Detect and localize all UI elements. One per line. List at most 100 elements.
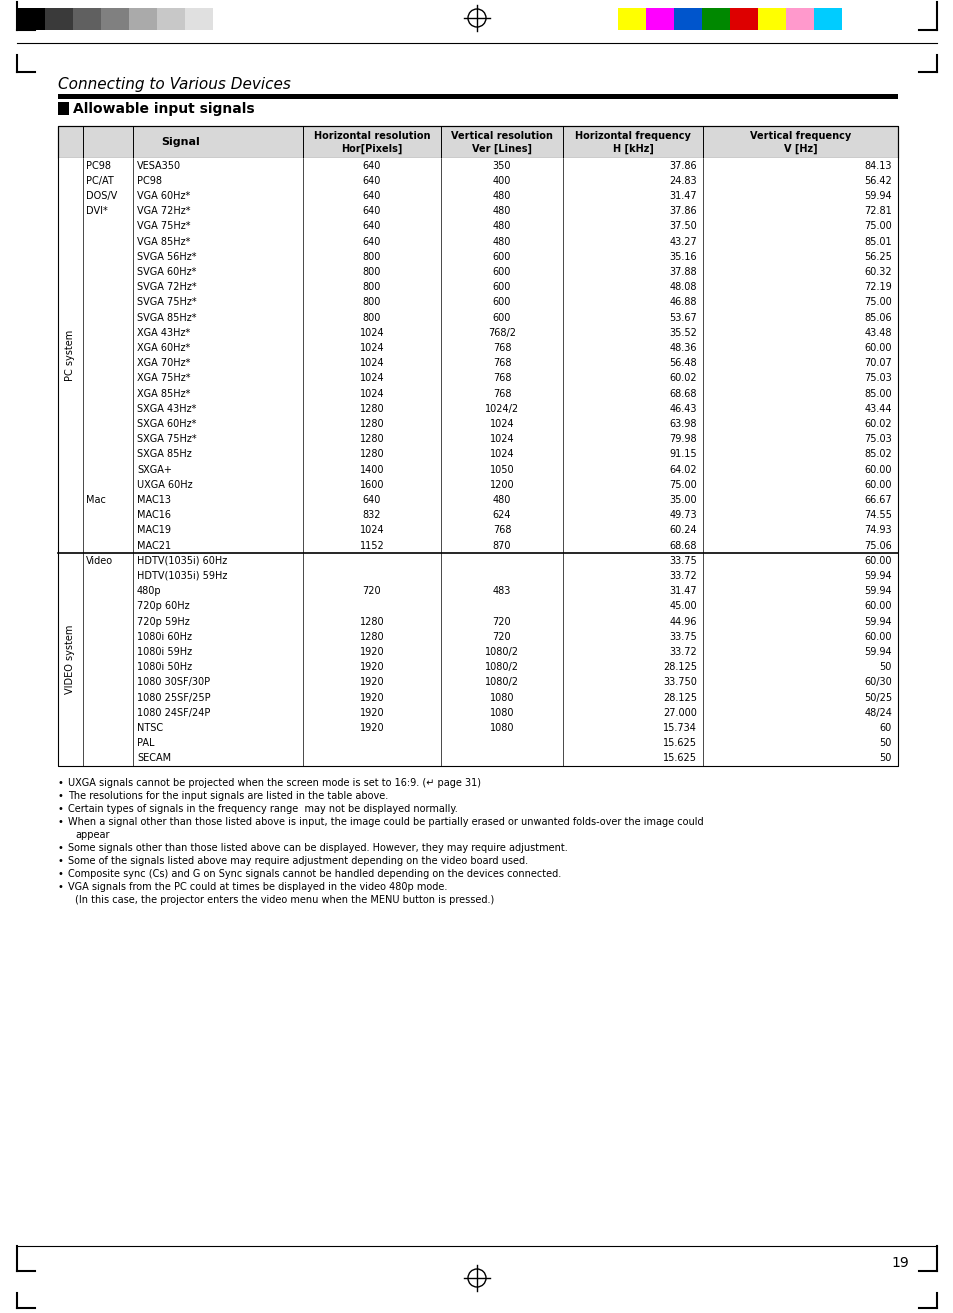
Text: SVGA 85Hz*: SVGA 85Hz* bbox=[137, 312, 196, 323]
Text: 1080i 60Hz: 1080i 60Hz bbox=[137, 632, 192, 642]
Bar bbox=[618, 8, 645, 30]
Text: Vertical resolution: Vertical resolution bbox=[451, 131, 553, 142]
Text: XGA 60Hz*: XGA 60Hz* bbox=[137, 343, 190, 353]
Bar bbox=[58, 158, 897, 173]
Text: 48/24: 48/24 bbox=[863, 708, 891, 718]
Bar bbox=[58, 705, 897, 721]
Text: 33.75: 33.75 bbox=[669, 555, 697, 566]
Text: VGA 72Hz*: VGA 72Hz* bbox=[137, 206, 191, 217]
Text: 60/30: 60/30 bbox=[863, 678, 891, 688]
Bar bbox=[58, 432, 897, 446]
Bar bbox=[58, 356, 897, 370]
Bar bbox=[58, 675, 897, 691]
Bar bbox=[58, 370, 897, 386]
Text: 85.06: 85.06 bbox=[863, 312, 891, 323]
Text: SVGA 75Hz*: SVGA 75Hz* bbox=[137, 298, 196, 307]
Text: SVGA 60Hz*: SVGA 60Hz* bbox=[137, 267, 196, 277]
Text: 75.03: 75.03 bbox=[863, 373, 891, 383]
Text: 1920: 1920 bbox=[359, 692, 384, 702]
Text: 46.43: 46.43 bbox=[669, 404, 697, 414]
Text: MAC19: MAC19 bbox=[137, 525, 171, 536]
Bar bbox=[129, 8, 157, 30]
Text: SXGA 75Hz*: SXGA 75Hz* bbox=[137, 435, 196, 444]
Text: 33.72: 33.72 bbox=[669, 571, 697, 580]
Text: 1920: 1920 bbox=[359, 647, 384, 656]
Text: 1920: 1920 bbox=[359, 678, 384, 688]
Text: 600: 600 bbox=[493, 252, 511, 261]
Text: VGA signals from the PC could at times be displayed in the video 480p mode.: VGA signals from the PC could at times b… bbox=[68, 882, 447, 892]
Text: 70.07: 70.07 bbox=[863, 358, 891, 368]
Bar bbox=[58, 126, 897, 158]
Text: 63.98: 63.98 bbox=[669, 419, 697, 429]
Text: 50/25: 50/25 bbox=[863, 692, 891, 702]
Text: 800: 800 bbox=[362, 267, 381, 277]
Text: SXGA 43Hz*: SXGA 43Hz* bbox=[137, 404, 196, 414]
Text: HDTV(1035i) 59Hz: HDTV(1035i) 59Hz bbox=[137, 571, 227, 580]
Text: 75.06: 75.06 bbox=[863, 541, 891, 550]
Text: MAC21: MAC21 bbox=[137, 541, 171, 550]
Bar bbox=[58, 523, 897, 538]
Text: 1080/2: 1080/2 bbox=[484, 678, 518, 688]
Text: 60.00: 60.00 bbox=[863, 343, 891, 353]
Text: Horizontal frequency: Horizontal frequency bbox=[575, 131, 690, 142]
Text: Composite sync (Cs) and G on Sync signals cannot be handled depending on the dev: Composite sync (Cs) and G on Sync signal… bbox=[68, 869, 560, 878]
Text: 768/2: 768/2 bbox=[488, 328, 516, 337]
Text: 640: 640 bbox=[362, 495, 381, 506]
Text: 1280: 1280 bbox=[359, 449, 384, 460]
Text: 720: 720 bbox=[492, 617, 511, 626]
Text: 640: 640 bbox=[362, 206, 381, 217]
Text: 15.625: 15.625 bbox=[662, 754, 697, 763]
Text: 48.08: 48.08 bbox=[669, 282, 697, 293]
Text: 19: 19 bbox=[890, 1257, 908, 1270]
Bar bbox=[58, 126, 897, 765]
Text: 50: 50 bbox=[879, 662, 891, 672]
Text: 46.88: 46.88 bbox=[669, 298, 697, 307]
Bar bbox=[58, 721, 897, 735]
Bar bbox=[58, 310, 897, 326]
Text: 75.00: 75.00 bbox=[669, 479, 697, 490]
Text: 1280: 1280 bbox=[359, 632, 384, 642]
Text: 400: 400 bbox=[493, 176, 511, 186]
Bar bbox=[58, 645, 897, 659]
Text: •: • bbox=[58, 790, 64, 801]
Bar bbox=[58, 402, 897, 416]
Bar bbox=[185, 8, 213, 30]
Text: SVGA 56Hz*: SVGA 56Hz* bbox=[137, 252, 196, 261]
Text: •: • bbox=[58, 869, 64, 878]
Text: 1080 24SF/24P: 1080 24SF/24P bbox=[137, 708, 211, 718]
Bar bbox=[58, 340, 897, 356]
Text: 75.03: 75.03 bbox=[863, 435, 891, 444]
Bar bbox=[58, 462, 897, 477]
Text: 480p: 480p bbox=[137, 586, 161, 596]
Text: 600: 600 bbox=[493, 298, 511, 307]
Text: 1200: 1200 bbox=[489, 479, 514, 490]
Text: 624: 624 bbox=[493, 511, 511, 520]
Text: 59.94: 59.94 bbox=[863, 647, 891, 656]
Text: 31.47: 31.47 bbox=[669, 586, 697, 596]
Text: Hor[Pixels]: Hor[Pixels] bbox=[341, 144, 402, 154]
Text: •: • bbox=[58, 817, 64, 827]
Text: 870: 870 bbox=[493, 541, 511, 550]
Text: VESA350: VESA350 bbox=[137, 160, 181, 171]
Text: 480: 480 bbox=[493, 222, 511, 231]
Text: 1050: 1050 bbox=[489, 465, 514, 474]
Text: 800: 800 bbox=[362, 282, 381, 293]
Text: 33.72: 33.72 bbox=[669, 647, 697, 656]
Text: 640: 640 bbox=[362, 236, 381, 247]
Bar bbox=[58, 416, 897, 432]
Bar bbox=[58, 599, 897, 614]
Text: 768: 768 bbox=[493, 525, 511, 536]
Text: 832: 832 bbox=[362, 511, 381, 520]
Text: 60.00: 60.00 bbox=[863, 601, 891, 612]
Text: PC98: PC98 bbox=[137, 176, 162, 186]
Text: 37.86: 37.86 bbox=[669, 160, 697, 171]
Bar bbox=[58, 659, 897, 675]
Text: 37.86: 37.86 bbox=[669, 206, 697, 217]
Text: 1280: 1280 bbox=[359, 435, 384, 444]
Text: 68.68: 68.68 bbox=[669, 389, 697, 399]
Bar bbox=[213, 8, 241, 30]
Bar bbox=[58, 735, 897, 751]
Text: 483: 483 bbox=[493, 586, 511, 596]
Text: 44.96: 44.96 bbox=[669, 617, 697, 626]
Text: 37.88: 37.88 bbox=[669, 267, 697, 277]
